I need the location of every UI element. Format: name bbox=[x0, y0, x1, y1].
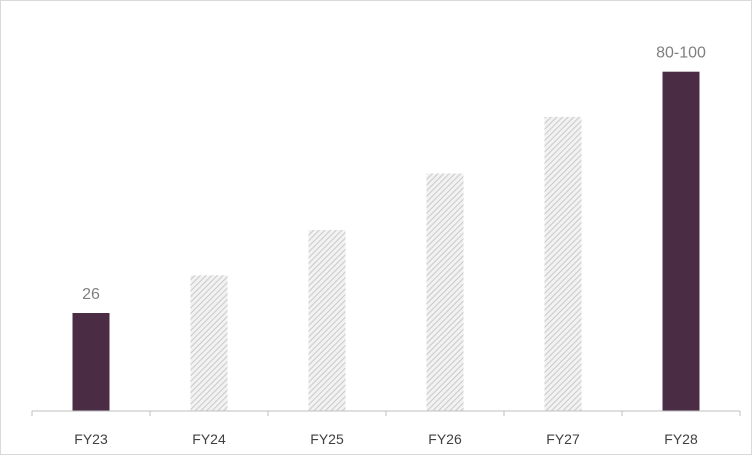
x-tick-label-fy26: FY26 bbox=[428, 431, 462, 447]
x-tick-label-fy24: FY24 bbox=[192, 431, 226, 447]
x-axis-tick-labels: FY23 FY24 FY25 FY26 FY27 FY28 bbox=[74, 431, 698, 447]
x-tick-label-fy25: FY25 bbox=[310, 431, 344, 447]
data-label-fy28: 80-100 bbox=[656, 45, 706, 62]
bar-fy25 bbox=[308, 230, 346, 411]
bars-layer bbox=[72, 71, 700, 412]
data-labels: 26 80-100 bbox=[82, 45, 706, 303]
bar-fy28 bbox=[662, 71, 700, 411]
x-axis-ticks bbox=[31, 411, 741, 416]
bar-fy23 bbox=[72, 313, 110, 411]
bar-fy27 bbox=[544, 116, 582, 412]
x-tick-label-fy27: FY27 bbox=[546, 431, 580, 447]
bar-fy26 bbox=[426, 173, 464, 411]
x-tick-label-fy23: FY23 bbox=[74, 431, 108, 447]
bar-fy24 bbox=[190, 275, 228, 411]
data-label-fy23: 26 bbox=[82, 286, 100, 303]
x-tick-label-fy28: FY28 bbox=[664, 431, 698, 447]
